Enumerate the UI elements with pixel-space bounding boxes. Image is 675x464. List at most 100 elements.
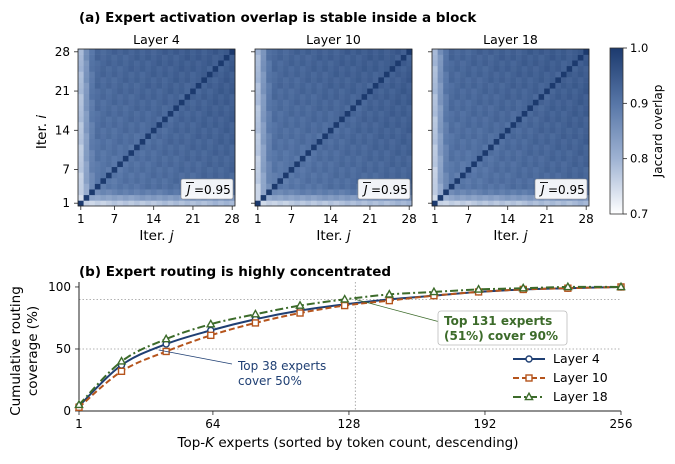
heatmap-cell [566, 161, 573, 168]
heatmap-cell [89, 133, 96, 140]
heatmap-cell [122, 133, 129, 140]
heatmap-cell [471, 65, 478, 72]
data-point [563, 281, 573, 291]
heatmap-cell [544, 161, 551, 168]
heatmap-cell [516, 194, 523, 201]
heatmap-cell [218, 54, 225, 61]
x-tick-label: 14 [323, 212, 338, 226]
heatmap-cell [150, 93, 157, 100]
heatmap-cell [572, 54, 579, 61]
heatmap-cell [305, 99, 312, 106]
heatmap-cell [344, 116, 351, 123]
heatmap-cell [577, 161, 584, 168]
heatmap-cell [383, 54, 390, 61]
heatmap-cell [94, 82, 101, 89]
heatmap-cell [482, 172, 489, 179]
heatmap-cell [271, 93, 278, 100]
heatmap-cell [560, 144, 567, 151]
heatmap-cell [482, 71, 489, 78]
heatmap-cell [432, 133, 438, 140]
heatmap-cell [94, 77, 101, 83]
heatmap-cell [566, 54, 573, 61]
heatmap-cell [178, 166, 185, 173]
heatmap-cell [173, 194, 180, 201]
heatmap-cell [156, 200, 163, 207]
heatmap-cell [572, 88, 579, 95]
heatmap-cell [184, 88, 191, 95]
heatmap-cell [555, 127, 562, 134]
heatmap-cell [538, 172, 545, 179]
heatmap-cell [527, 127, 534, 134]
heatmap-cell [549, 60, 556, 67]
heatmap-cell [78, 133, 84, 140]
heatmap-cell [255, 65, 261, 72]
heatmap-cell [106, 116, 112, 123]
heatmap-cell [178, 88, 185, 95]
y-tick-label: 1 [62, 196, 70, 210]
heatmap-cell [499, 172, 506, 179]
heatmap-cell [476, 138, 483, 145]
heatmap-cell [339, 93, 346, 100]
heatmap-cell [122, 177, 129, 184]
heatmap-cell [504, 60, 511, 67]
heatmap-cell [432, 161, 438, 168]
heatmap-cell [266, 110, 273, 117]
heatmap-cell [333, 172, 340, 179]
heatmap-cell [339, 183, 346, 190]
heatmap-cell [465, 127, 472, 134]
heatmap-cell [78, 110, 84, 117]
heatmap-cell [460, 183, 466, 190]
heatmap-cell [443, 77, 450, 83]
heatmap-cell [482, 65, 489, 72]
heatmap-cell [266, 105, 273, 111]
heatmap-cell [395, 116, 402, 123]
heatmap-cell [111, 60, 118, 67]
heatmap-cell [139, 105, 146, 111]
heatmap-cell [378, 172, 385, 179]
heatmap-cell [499, 82, 506, 89]
heatmap-cell [400, 49, 407, 55]
heatmap-cell [339, 161, 346, 168]
heatmap-cell [316, 65, 323, 72]
heatmap-cell [206, 138, 213, 145]
heatmap-cell [150, 65, 157, 72]
heatmap-cell [201, 144, 208, 151]
heatmap-cell [122, 144, 129, 151]
heatmap-cell [156, 54, 163, 61]
heatmap-cell [223, 49, 230, 55]
heatmap-cell [339, 105, 346, 111]
heatmap-cell [400, 110, 407, 117]
heatmap-cell [327, 189, 334, 196]
heatmap-cell [510, 82, 517, 89]
heatmap-cell [294, 60, 301, 67]
heatmap-cell [532, 116, 539, 123]
heatmap-cell [583, 82, 590, 89]
heatmap-cell [516, 54, 523, 61]
heatmap-cell [350, 189, 357, 196]
heatmap-cell [350, 133, 357, 140]
heatmap-cell [139, 133, 146, 140]
heatmap-cell [577, 65, 584, 72]
heatmap-cell [94, 189, 101, 196]
heatmap-cell [117, 127, 124, 134]
heatmap-cell [173, 121, 180, 128]
heatmap-cell [128, 155, 135, 162]
heatmap-cell [229, 133, 236, 140]
heatmap-cell [327, 116, 334, 123]
heatmap-cell [448, 121, 455, 128]
heatmap-cell [150, 161, 157, 168]
heatmap-cell [184, 172, 191, 179]
heatmap-cell [339, 65, 346, 72]
heatmap-cell [283, 127, 289, 134]
heatmap-cell [223, 149, 230, 156]
heatmap-cell [178, 161, 185, 168]
heatmap-cell [218, 88, 225, 95]
heatmap-cell [488, 60, 494, 67]
heatmap-cell [255, 49, 261, 55]
heatmap-cell [532, 172, 539, 179]
heatmap-cell [333, 99, 340, 106]
heatmap-cell [333, 54, 340, 61]
heatmap-cell [339, 194, 346, 201]
heatmap-cell [493, 127, 500, 134]
heatmap-cell [212, 82, 219, 89]
